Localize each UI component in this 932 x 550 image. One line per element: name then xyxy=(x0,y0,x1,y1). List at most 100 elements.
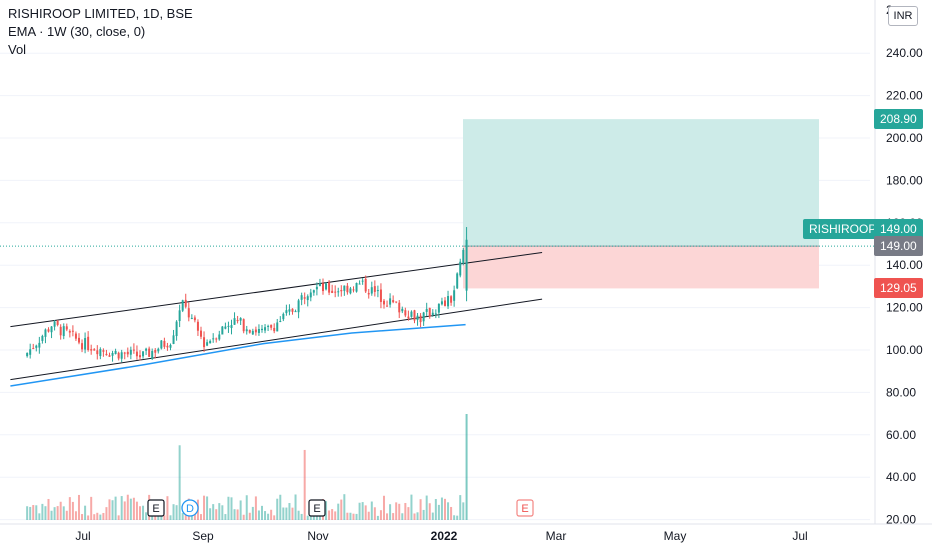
volume-bar xyxy=(47,498,50,520)
candle-body xyxy=(47,329,50,332)
loss-zone xyxy=(463,246,819,289)
volume-bar xyxy=(50,510,53,520)
candle-body xyxy=(41,335,44,341)
candle-body xyxy=(321,283,324,292)
candle-body xyxy=(413,310,416,321)
candle-body xyxy=(96,350,99,355)
candle-body xyxy=(35,345,38,348)
candle-body xyxy=(465,239,468,291)
y-tick-label: 100.00 xyxy=(886,343,923,357)
volume-bar xyxy=(44,506,47,520)
chart-legend: RISHIROOP LIMITED, 1D, BSE EMA · 1W (30,… xyxy=(8,5,193,59)
volume-bar xyxy=(297,510,300,520)
candle-body xyxy=(44,329,47,337)
volume-bar xyxy=(90,496,93,520)
candle-body xyxy=(233,318,236,325)
candle-body xyxy=(364,278,367,292)
candle-body xyxy=(32,348,35,350)
price-axis[interactable]: 20.0040.0060.0080.00100.00120.00140.0016… xyxy=(886,3,923,527)
candle-body xyxy=(401,308,404,312)
volume-bar xyxy=(416,512,419,520)
candle-body xyxy=(154,349,157,353)
volume-bar xyxy=(404,502,407,520)
candle-body xyxy=(163,340,166,347)
ema-line xyxy=(10,323,466,387)
position-zones[interactable] xyxy=(0,119,875,289)
channel-lines[interactable] xyxy=(10,251,543,381)
candle-body xyxy=(395,301,398,303)
volume-bar xyxy=(29,506,32,520)
volume-bar xyxy=(276,498,279,520)
volume-bar xyxy=(239,500,242,520)
candle-body xyxy=(148,348,151,357)
volume-bar xyxy=(343,494,346,520)
candle-body xyxy=(343,285,346,291)
candle-body xyxy=(190,317,193,319)
y-tick-label: 80.00 xyxy=(886,385,916,399)
candle-body xyxy=(270,324,273,328)
volume-bar xyxy=(340,499,343,520)
candle-body xyxy=(105,353,108,356)
volume-bar xyxy=(331,509,334,520)
volume-legend[interactable]: Vol xyxy=(8,42,27,57)
candle-body xyxy=(87,336,90,350)
candle-body xyxy=(431,312,434,316)
symbol-title[interactable]: RISHIROOP LIMITED, 1D, BSE xyxy=(8,6,193,21)
volume-bar xyxy=(294,494,297,520)
candle-body xyxy=(71,330,74,332)
volume-bar xyxy=(389,504,392,520)
candle-body xyxy=(193,317,196,321)
candle-body xyxy=(245,329,248,332)
candle-body xyxy=(114,351,117,354)
candle-body xyxy=(65,326,68,330)
y-tick-label: 40.00 xyxy=(886,470,916,484)
volume-bar xyxy=(306,515,309,520)
volume-bar xyxy=(352,513,355,520)
currency-badge[interactable]: INR xyxy=(888,6,918,26)
volume-bar xyxy=(410,494,413,520)
volume-bar xyxy=(206,496,209,520)
volume-bar xyxy=(218,503,221,520)
candle-body xyxy=(117,352,120,359)
candle-body xyxy=(102,350,105,352)
candle-body xyxy=(386,305,389,307)
volume-bar xyxy=(425,495,428,520)
volume-bars xyxy=(26,414,468,520)
volume-bar xyxy=(328,510,331,520)
x-tick-label: May xyxy=(664,529,687,543)
volume-bar xyxy=(65,510,68,520)
x-tick-label: 2022 xyxy=(431,529,458,543)
candle-body xyxy=(181,300,184,311)
candle-body xyxy=(434,313,437,315)
candle-body xyxy=(151,351,154,359)
candle-body xyxy=(108,355,111,357)
candle-body xyxy=(285,310,288,314)
candle-body xyxy=(370,287,373,294)
volume-bar xyxy=(398,503,401,520)
event-marker-letter: E xyxy=(152,503,159,515)
volume-bar xyxy=(236,509,239,520)
candle-body xyxy=(422,312,425,322)
candle-body xyxy=(77,337,80,343)
volume-bar xyxy=(291,507,294,520)
ema-legend[interactable]: EMA · 1W (30, close, 0) xyxy=(8,24,146,39)
volume-bar xyxy=(129,498,132,520)
candle-body xyxy=(257,329,260,333)
volume-bar xyxy=(26,506,29,520)
volume-bar xyxy=(138,506,141,520)
volume-bar xyxy=(428,503,431,520)
candle-body xyxy=(443,300,446,306)
candle-body xyxy=(440,301,443,305)
candle-body xyxy=(437,303,440,313)
candle-body xyxy=(90,349,93,351)
candle-body xyxy=(81,343,84,350)
candle-body xyxy=(260,328,263,331)
candle-body xyxy=(346,285,349,293)
candle-body xyxy=(135,351,138,357)
earnings-marker xyxy=(516,499,534,517)
volume-bar xyxy=(251,506,254,520)
volume-bar xyxy=(233,509,236,520)
